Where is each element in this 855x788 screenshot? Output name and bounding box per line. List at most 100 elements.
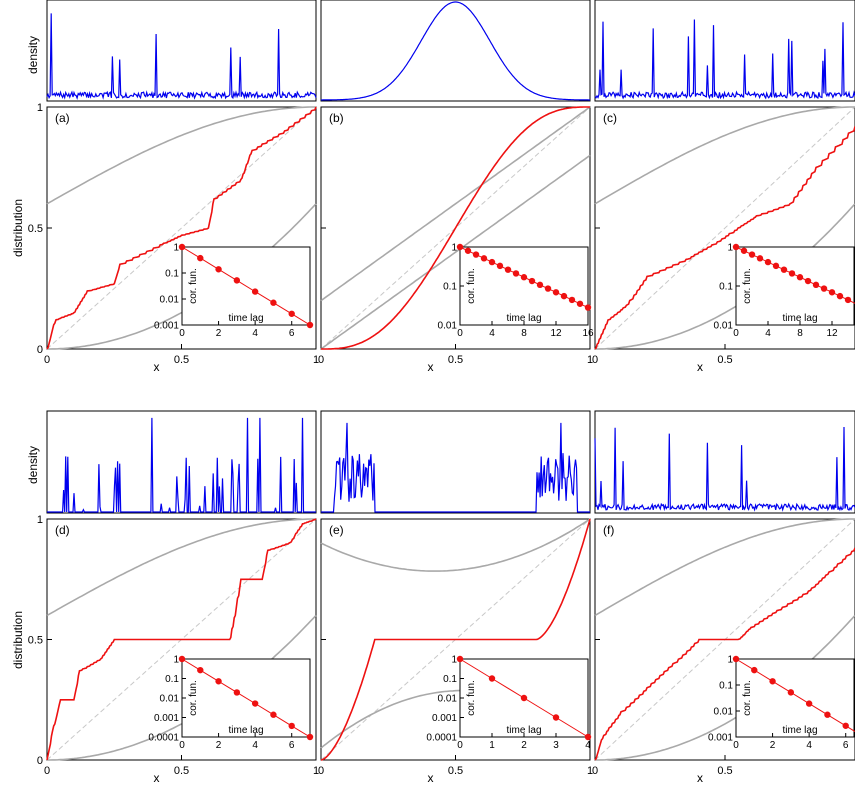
bound-curve-c-0 (594, 106, 855, 205)
inset-y-tick-label-d: 0.001 (154, 713, 179, 724)
distribution-curve-f (594, 547, 855, 761)
inset-x-label-d: time lag (228, 725, 263, 736)
inset-point-c (796, 274, 804, 281)
density-frame-f (594, 410, 855, 514)
inset-point-c (788, 270, 796, 277)
y-tick-label-d: 0.5 (28, 635, 43, 647)
panel-label-a: (a) (55, 111, 70, 125)
panel-label-e: (e) (329, 523, 344, 537)
distribution-axis-label-top: distribution (11, 199, 25, 257)
inset-x-tick-label-a: 0 (179, 328, 185, 339)
inset-y-tick-label-e: 1 (451, 655, 457, 666)
inset-y-tick-label-e: 0.01 (438, 694, 458, 705)
inset-x-label-f: time lag (782, 725, 817, 736)
inset-x-tick-label-f: 0 (733, 740, 739, 751)
density-curve-e (321, 422, 590, 513)
inset-y-tick-label-a: 1 (173, 243, 179, 254)
panel-label-c: (c) (603, 111, 617, 125)
density-frame-a (46, 0, 317, 102)
inset-x-tick-label-e: 2 (521, 740, 527, 751)
inset-x-tick-label-a: 4 (252, 328, 258, 339)
inset-x-tick-label-a: 2 (216, 328, 222, 339)
inset-point-d (233, 689, 241, 696)
inset-y-tick-label-d: 0.1 (165, 674, 179, 685)
inset-point-b (496, 262, 504, 270)
inset-point-c (748, 251, 756, 258)
panel-label-f: (f) (603, 523, 614, 537)
density-curve-f (594, 426, 855, 512)
density-curve-b (321, 1, 590, 101)
distribution-curve-d (46, 518, 317, 761)
inset-x-tick-label-f: 4 (806, 740, 812, 751)
inset-point-e (488, 675, 496, 682)
x-tick-label-e: 0 (318, 765, 324, 777)
inset-point-b (456, 243, 464, 251)
inset-y-tick-label-a: 0.1 (165, 269, 179, 280)
density-axis-label-top: density (26, 36, 40, 74)
x-tick-label-b: 0.5 (448, 354, 463, 366)
inset-point-f (751, 666, 758, 674)
bound-curve-b-1 (320, 154, 591, 350)
inset-x-tick-label-b: 0 (457, 328, 463, 339)
inset-point-c (844, 296, 852, 304)
inset-y-tick-label-b: 0.01 (438, 321, 458, 332)
inset-y-tick-label-f: 0.1 (719, 681, 733, 692)
x-axis-label-c: x (697, 360, 703, 374)
y-tick-label-d: 1 (37, 514, 43, 526)
inset-point-c (756, 255, 764, 262)
inset-point-b (552, 289, 560, 296)
inset-point-b (576, 300, 584, 307)
density-curve-a (46, 13, 317, 100)
inset-y-label-b: cor. fun. (466, 268, 477, 304)
inset-y-label-f: cor. fun. (742, 680, 753, 716)
inset-point-c (780, 266, 788, 273)
x-axis-label-b: x (428, 360, 434, 374)
inset-x-label-a: time lag (228, 313, 263, 324)
density-axis-label-bottom: density (26, 446, 40, 484)
bound-curve-a-0 (46, 106, 316, 205)
inset-point-e (584, 733, 592, 741)
inset-point-d (251, 700, 259, 707)
inset-x-tick-label-c: 0 (733, 328, 739, 339)
density-frame-c (594, 0, 855, 102)
inset-point-e (456, 655, 464, 663)
inset-point-d (178, 655, 186, 663)
inset-point-f (805, 700, 813, 707)
x-tick-label-e: 1 (587, 765, 593, 777)
inset-d: 0 2 4 6 1 0.1 0.01 0.001 0.0001 time lag cor. fun. (148, 655, 314, 751)
x-tick-label-b: 1 (587, 354, 593, 366)
panel-e: (e) 0 0.5 1 x 0 1 2 3 4 1 0.1 0.01 0.001 0.0001 time la… (318, 410, 593, 785)
inset-frame-b (459, 246, 589, 326)
distribution-axis-label-bottom: distribution (11, 611, 25, 669)
inset-y-tick-label-e: 0.1 (443, 674, 457, 685)
x-tick-label-a: 1 (313, 354, 319, 366)
inset-y-tick-label-d: 0.01 (160, 694, 180, 705)
inset-point-f (842, 722, 849, 729)
inset-x-tick-label-e: 3 (553, 740, 559, 751)
inset-point-b (528, 277, 536, 285)
inset-point-b (504, 266, 512, 273)
inset-y-tick-label-f: 0.01 (714, 707, 734, 718)
inset-line-a (181, 246, 311, 326)
inset-y-tick-label-d: 0.0001 (148, 733, 179, 744)
x-tick-label-d: 0 (44, 765, 50, 777)
inset-x-tick-label-c: 12 (826, 328, 838, 339)
inset-y-label-d: cor. fun. (188, 680, 199, 716)
inset-point-c (732, 243, 740, 251)
x-axis-label-e: x (428, 771, 434, 785)
x-axis-label-a: x (154, 360, 160, 374)
inset-y-tick-label-e: 0.0001 (426, 733, 457, 744)
inset-x-tick-label-d: 0 (179, 740, 185, 751)
panel-b: (b) 0 0.5 1 x 0 4 8 12 16 1 0.1 0.01 time lag cor. fun… (318, 0, 594, 374)
inset-point-d (215, 678, 222, 685)
distribution-curve-b (321, 106, 590, 350)
inset-e: 0 1 2 3 4 1 0.1 0.01 0.001 0.0001 time lag cor. fun… (426, 655, 591, 752)
panel-a: (a) 0 0.5 1 0 0.5 1 x 0 2 4 6 1 0.1 0.01 0.001 time lag c… (28, 0, 319, 374)
density-frame-b (320, 0, 591, 102)
inset-x-tick-label-f: 2 (770, 740, 776, 751)
inset-y-tick-label-b: 1 (451, 243, 457, 254)
inset-y-tick-label-a: 0.001 (154, 321, 179, 332)
panel-d: (d) 0 0.5 1 0 0.5 1 x 0 2 4 6 1 0.1 0.01 0.001 0.0001 tim… (28, 410, 319, 785)
inset-y-tick-label-d: 1 (173, 655, 179, 666)
inset-point-b (544, 285, 552, 292)
